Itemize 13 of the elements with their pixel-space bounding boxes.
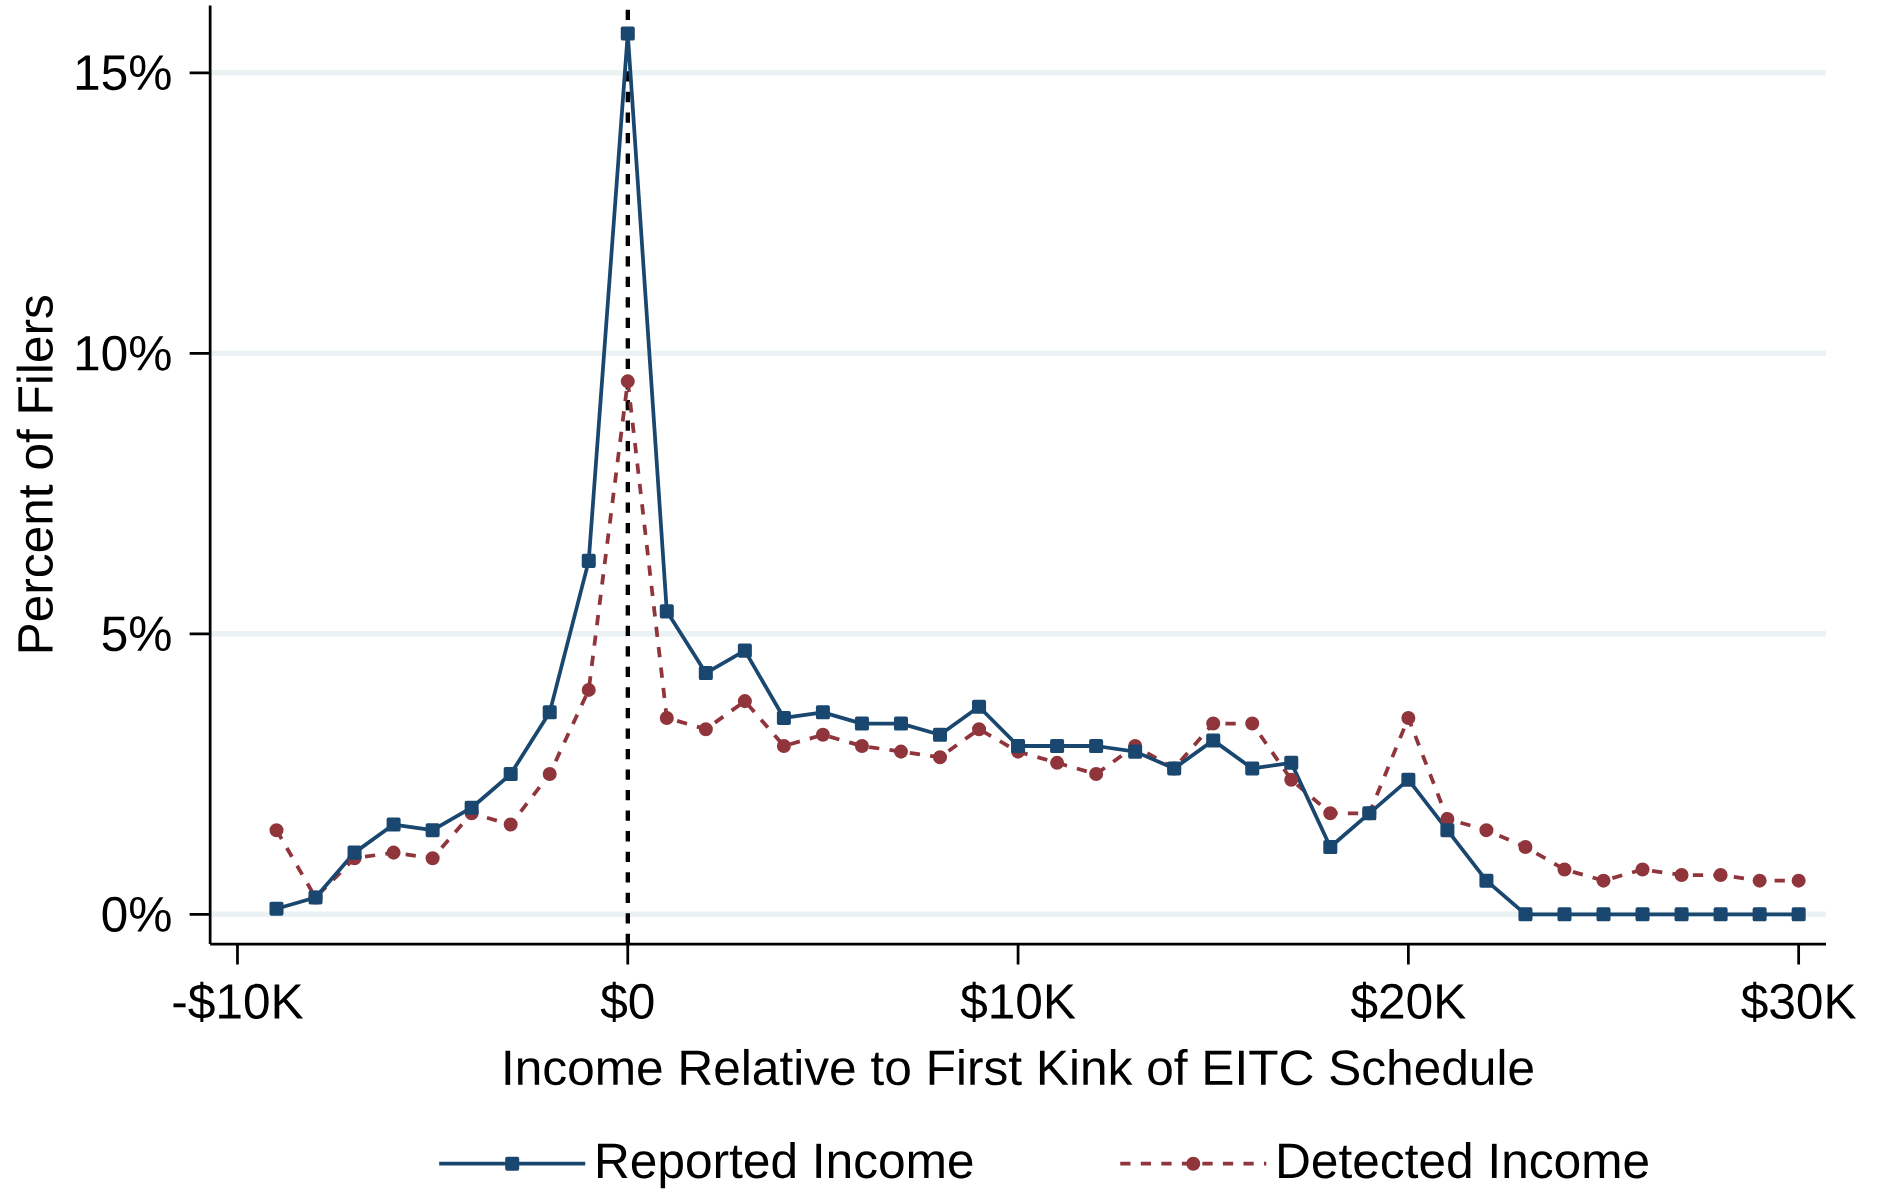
x-tick-label: $0: [600, 981, 654, 1022]
x-tick-label: $10K: [960, 981, 1076, 1022]
legend-label: Detected Income: [1279, 1141, 1648, 1179]
y-tick-label: 15%: [76, 55, 171, 91]
y-axis-title: Percent of Filers: [16, 295, 53, 652]
y-tick-label: 10%: [76, 335, 171, 371]
x-tick-label: $20K: [1350, 981, 1466, 1022]
y-tick-label: 0%: [102, 896, 171, 932]
x-tick-label: $30K: [1741, 981, 1857, 1022]
y-tick-label: 5%: [102, 616, 171, 652]
x-axis-title: Income Relative to First Kink of EITC Schedule: [505, 1048, 1533, 1086]
x-tick-label: -$10K: [173, 981, 304, 1022]
legend-label: Reported Income: [598, 1141, 973, 1189]
